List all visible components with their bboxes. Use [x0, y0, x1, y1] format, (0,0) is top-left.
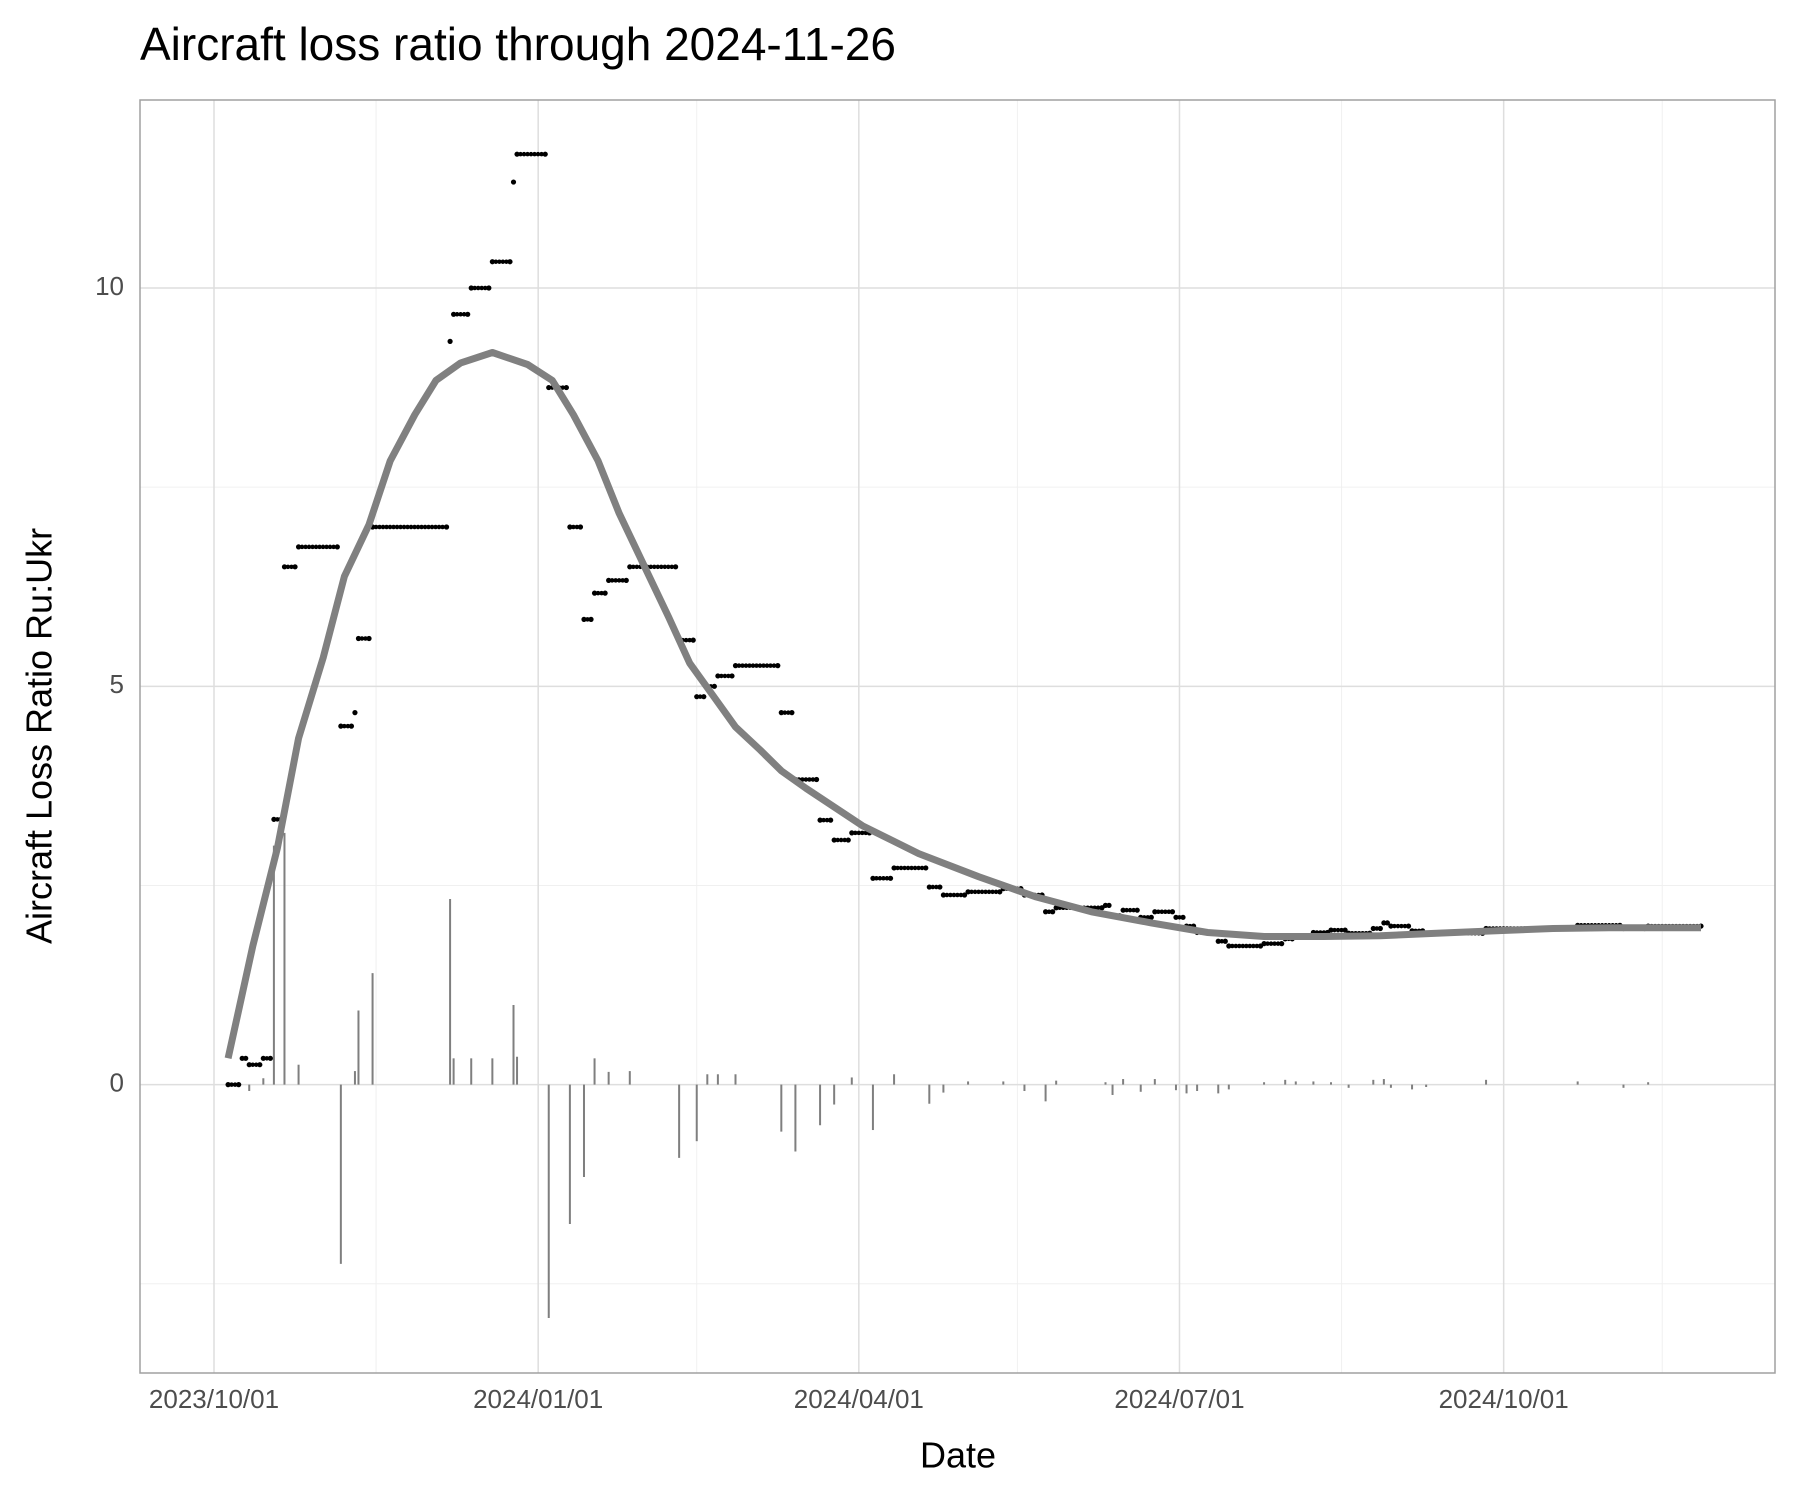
ratio-point	[292, 564, 298, 570]
ratio-point	[775, 663, 781, 669]
ratio-point	[923, 865, 929, 871]
ratio-point	[887, 875, 894, 881]
ratio-point	[348, 723, 355, 729]
ratio-point	[813, 776, 820, 783]
y-tick-label: 10	[95, 271, 124, 301]
ratio-point	[828, 817, 834, 823]
ratio-point	[1134, 907, 1140, 913]
x-tick-label: 2024/04/01	[794, 1384, 924, 1414]
ratio-point	[1169, 909, 1176, 915]
ratio-point	[1384, 920, 1390, 926]
chart-title: Aircraft loss ratio through 2024-11-26	[140, 18, 896, 70]
ratio-point	[563, 384, 569, 391]
x-tick-label: 2024/10/01	[1439, 1384, 1569, 1414]
ratio-point	[267, 1055, 273, 1061]
ratio-point	[1180, 914, 1186, 920]
ratio-point	[673, 564, 679, 570]
ratio-point	[961, 892, 968, 898]
ratio-point	[711, 683, 717, 689]
ratio-point	[729, 673, 735, 679]
ratio-point	[507, 259, 513, 265]
ratio-point	[1405, 923, 1412, 929]
ratio-point	[352, 710, 358, 716]
ratio-point	[447, 338, 453, 344]
plot-border	[139, 99, 1776, 1374]
ratio-point	[690, 637, 696, 643]
y-tick-label: 5	[110, 669, 124, 699]
ratio-point	[997, 889, 1003, 895]
ratio-point	[602, 590, 608, 596]
ratio-point	[1148, 914, 1154, 920]
ratio-point	[1342, 927, 1348, 933]
ratio-point	[937, 884, 943, 890]
ratio-point	[510, 179, 517, 185]
ratio-point	[577, 524, 584, 530]
ratio-point	[789, 710, 795, 716]
y-tick-label: 0	[110, 1067, 124, 1097]
ratio-point	[1377, 925, 1383, 932]
x-tick-label: 2023/10/01	[149, 1384, 279, 1414]
ratio-point	[588, 616, 594, 622]
x-tick-label: 2024/07/01	[1114, 1384, 1244, 1414]
ratio-point	[1222, 938, 1228, 944]
ratio-point	[443, 524, 450, 530]
ratio-point	[623, 577, 629, 583]
ratio-point	[845, 837, 851, 843]
ratio-point	[486, 285, 492, 291]
ratio-point	[465, 311, 471, 317]
smooth-curve	[224, 349, 1701, 1060]
x-tick-label: 2024/01/01	[473, 1384, 603, 1414]
ratio-point	[366, 635, 372, 642]
ratio-point	[257, 1062, 263, 1068]
ratio-point	[701, 694, 707, 700]
ratio-point	[334, 544, 340, 550]
x-axis-title: Date	[920, 1435, 996, 1476]
ratio-point	[1279, 941, 1285, 947]
y-axis-title: Aircraft Loss Ratio Ru:Ukr	[19, 528, 60, 944]
ratio-point	[236, 1082, 242, 1088]
ratio-point	[542, 151, 548, 157]
ratio-point	[1106, 902, 1112, 908]
ratio-point	[243, 1055, 249, 1061]
ratio-point	[1050, 909, 1056, 915]
